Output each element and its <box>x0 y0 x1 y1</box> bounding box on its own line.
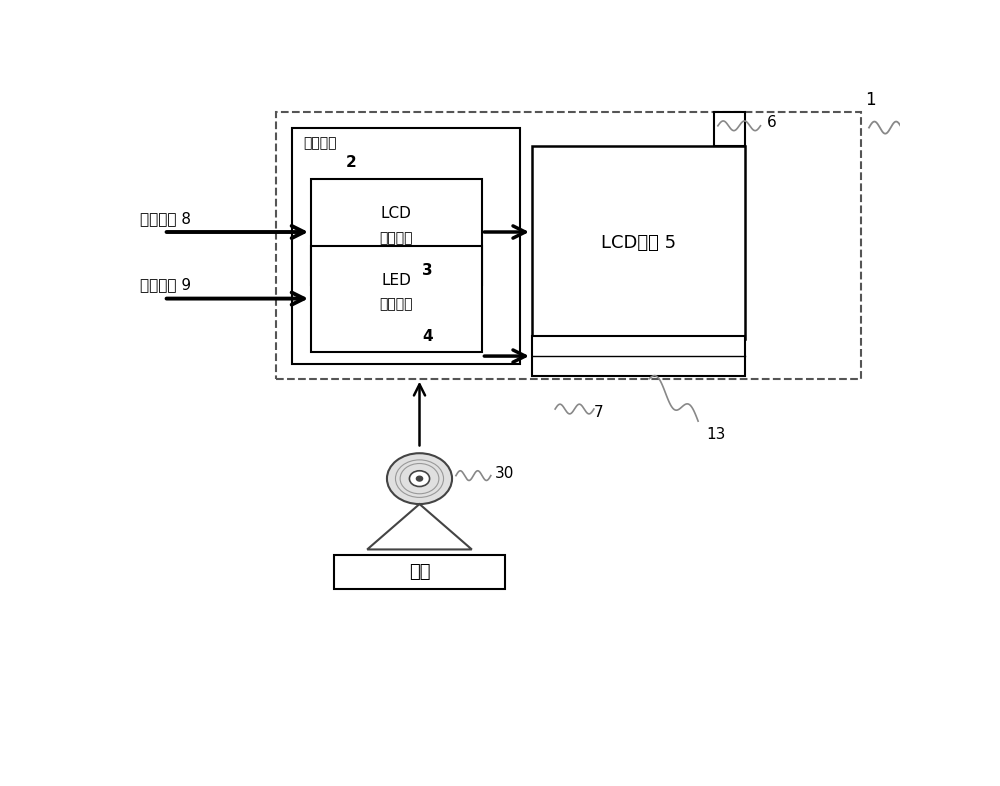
Text: 4: 4 <box>422 329 433 344</box>
Text: LCD: LCD <box>381 207 412 222</box>
Text: 显示信号 8: 显示信号 8 <box>140 211 192 226</box>
Bar <box>532 336 745 376</box>
Circle shape <box>387 454 452 504</box>
Text: LCD面板 5: LCD面板 5 <box>601 233 676 252</box>
Bar <box>714 112 745 145</box>
Text: 程序: 程序 <box>409 563 430 581</box>
Text: 13: 13 <box>706 428 725 443</box>
Bar <box>311 246 482 351</box>
Text: 控制电路: 控制电路 <box>303 137 337 151</box>
Text: 7: 7 <box>594 405 604 420</box>
Text: 3: 3 <box>422 263 433 277</box>
Text: LED: LED <box>381 273 411 288</box>
Text: 2: 2 <box>346 155 357 170</box>
Circle shape <box>409 471 430 487</box>
Circle shape <box>416 476 423 481</box>
Bar <box>311 179 482 285</box>
Bar <box>292 127 520 364</box>
Text: 30: 30 <box>495 466 514 481</box>
Text: 6: 6 <box>767 115 776 130</box>
Text: 控制电路: 控制电路 <box>380 231 413 245</box>
Bar <box>276 112 861 379</box>
Bar <box>532 145 745 340</box>
Text: 调光信号 9: 调光信号 9 <box>140 277 192 292</box>
Text: 1: 1 <box>865 91 876 109</box>
Text: 控制电路: 控制电路 <box>380 298 413 311</box>
Bar <box>334 556 505 589</box>
